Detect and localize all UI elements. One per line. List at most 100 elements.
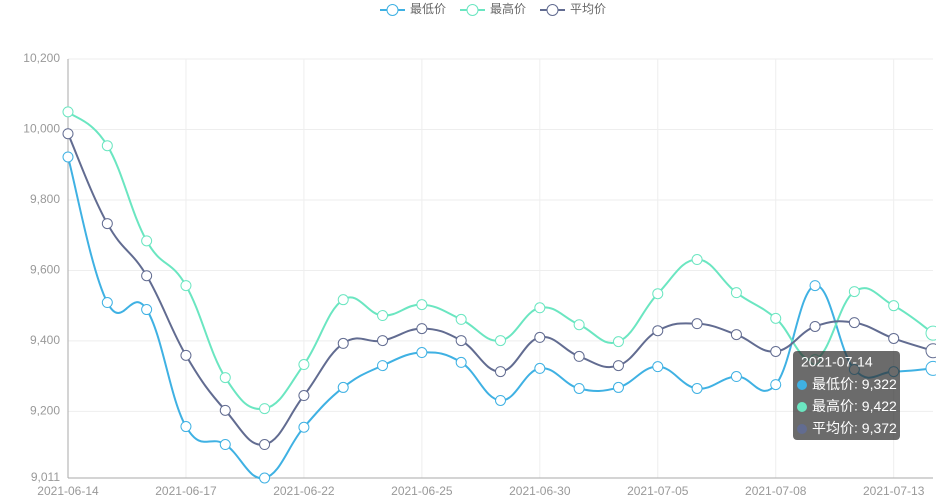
point (141, 304, 153, 316)
tooltip: 2021-07-14 最低价: 9,322 最高价: 9,422 平均价: 9,372 (793, 351, 900, 440)
point (612, 336, 624, 348)
point (612, 360, 624, 372)
point (455, 356, 467, 368)
x-tick-label: 2021-06-25 (391, 484, 453, 498)
legend-label: 最高价 (490, 1, 526, 16)
x-tick-label: 2021-06-14 (37, 484, 99, 498)
y-tick-label: 10,000 (23, 122, 60, 136)
point (652, 325, 664, 337)
point (495, 335, 506, 347)
point (455, 313, 467, 325)
point (612, 381, 624, 393)
point (416, 347, 428, 359)
point (337, 381, 349, 393)
point (101, 297, 113, 309)
point (337, 294, 349, 306)
point (259, 403, 271, 415)
point (180, 280, 192, 292)
point (888, 332, 900, 344)
point (730, 371, 742, 383)
point (770, 312, 782, 324)
tooltip-name: 最高价 (812, 398, 854, 414)
point (691, 318, 703, 330)
point (573, 382, 585, 394)
point (925, 360, 936, 376)
point (888, 300, 900, 312)
point (848, 286, 860, 298)
x-tick-label: 2021-06-22 (273, 484, 335, 498)
point (925, 325, 936, 341)
point (298, 421, 310, 433)
point (848, 317, 860, 329)
point (141, 235, 153, 247)
point (259, 472, 271, 484)
point (495, 394, 506, 406)
tooltip-value: 9,372 (862, 420, 897, 436)
x-tick-label: 2021-06-30 (509, 484, 571, 498)
point (377, 310, 389, 322)
point (770, 345, 782, 357)
tooltip-item: 最高价: 9,422 (812, 398, 897, 414)
point (770, 379, 782, 391)
point (809, 280, 821, 292)
tooltip-title: 2021-07-14 (801, 354, 873, 370)
y-tick-label: 9,200 (30, 404, 60, 418)
tooltip-box (793, 351, 900, 440)
point (455, 335, 467, 347)
x-tick-label: 2021-07-08 (745, 484, 807, 498)
y-tick-label: 10,200 (23, 51, 60, 65)
point (337, 337, 349, 349)
tooltip-name: 最低价 (812, 376, 854, 392)
point (652, 288, 664, 300)
line (67, 133, 934, 446)
tooltip-dot (797, 424, 807, 434)
point (416, 299, 428, 311)
point (925, 343, 936, 359)
legend-symbol (386, 4, 399, 16)
point (259, 439, 271, 451)
point (62, 106, 74, 118)
tooltip-item: 平均价: 9,372 (812, 420, 897, 436)
point (101, 218, 113, 230)
point (652, 361, 664, 373)
legend-symbol (546, 4, 559, 16)
point (219, 372, 231, 384)
point (573, 319, 585, 331)
point (730, 329, 742, 341)
point (534, 331, 546, 343)
line (67, 156, 934, 480)
legend-symbol (466, 4, 479, 16)
x-tick-label: 2021-07-05 (627, 484, 689, 498)
y-tick-label: 9,400 (30, 333, 60, 347)
point (495, 366, 506, 378)
point (377, 335, 389, 347)
point (62, 128, 74, 140)
point (416, 323, 428, 335)
point (534, 302, 546, 314)
point (180, 421, 192, 433)
x-tick-label: 2021-07-13 (863, 484, 925, 498)
tooltip-value: 9,322 (862, 376, 897, 392)
point (298, 359, 310, 371)
point (573, 350, 585, 362)
point (141, 270, 153, 282)
x-tick-label: 2021-06-17 (155, 484, 217, 498)
y-tick-label: 9,800 (30, 192, 60, 206)
point (691, 382, 703, 394)
point (691, 254, 703, 266)
point (219, 439, 231, 451)
y-tick-label: 9,600 (30, 263, 60, 277)
tooltip-item: 最低价: 9,322 (812, 376, 897, 392)
point (534, 362, 546, 374)
point (809, 320, 821, 332)
legend-label: 最低价 (410, 2, 446, 16)
point (730, 287, 742, 299)
point (180, 349, 192, 361)
line (67, 111, 934, 411)
tooltip-dot (797, 380, 807, 390)
point (219, 404, 231, 416)
point (62, 151, 74, 163)
point (377, 360, 389, 372)
point (101, 140, 113, 152)
